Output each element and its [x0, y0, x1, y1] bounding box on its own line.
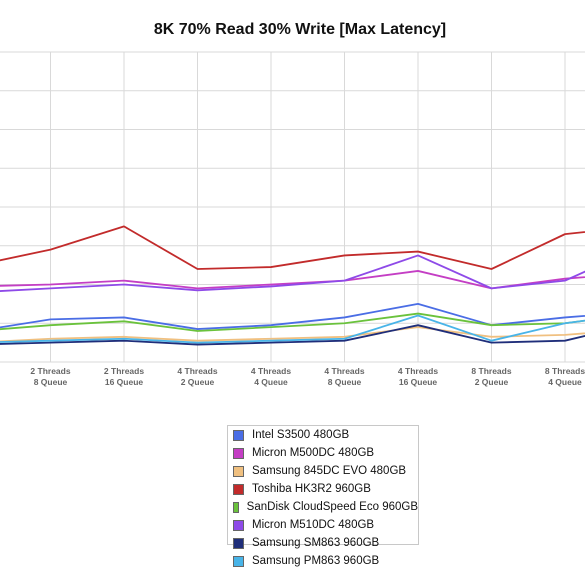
legend-swatch	[233, 483, 244, 495]
legend-item: Samsung SM863 960GB	[228, 534, 418, 552]
legend-item: SanDisk CloudSpeed Eco 960GB	[228, 498, 418, 516]
series-line-7	[0, 314, 585, 344]
legend-item: Samsung 845DC EVO 480GB	[228, 462, 418, 480]
legend-label: Samsung PM863 960GB	[252, 555, 380, 567]
x-tick-label: 2 Queue	[475, 377, 509, 387]
x-tick-label: 8 Threads	[471, 366, 511, 376]
legend-item: Toshiba HK3R2 960GB	[228, 480, 418, 498]
legend-label: SanDisk CloudSpeed Eco 960GB	[246, 501, 418, 513]
series-line-3	[0, 225, 585, 270]
series-line-2	[0, 326, 585, 343]
legend-label: Intel S3500 480GB	[252, 429, 350, 441]
chart-title: 8K 70% Read 30% Write [Max Latency]	[154, 21, 446, 38]
legend-item: Samsung PM863 960GB	[228, 552, 418, 570]
x-tick-label: 2 Threads	[30, 366, 70, 376]
x-tick-label: 4 Threads	[324, 366, 364, 376]
series-lines	[0, 225, 585, 346]
x-tick-label: 2 Queue	[181, 377, 215, 387]
legend-label: Micron M500DC 480GB	[252, 447, 375, 459]
x-tick-label: 16 Queue	[399, 377, 438, 387]
series-line-5	[0, 254, 585, 292]
legend-swatch	[233, 501, 239, 513]
legend-swatch	[233, 537, 244, 549]
x-tick-label: 4 Threads	[177, 366, 217, 376]
legend-label: Samsung SM863 960GB	[252, 537, 380, 549]
series-line-4	[0, 312, 585, 332]
series-line-6	[0, 324, 585, 346]
series-line-1	[0, 270, 585, 290]
x-tick-label: 4 Threads	[251, 366, 291, 376]
legend-item: Micron M500DC 480GB	[228, 444, 418, 462]
x-tick-label: 16 Queue	[105, 377, 144, 387]
legend-swatch	[233, 465, 244, 477]
legend-label: Micron M510DC 480GB	[252, 519, 375, 531]
legend-item: Micron M510DC 480GB	[228, 516, 418, 534]
x-tick-label: 4 Queue	[254, 377, 288, 387]
x-tick-label: 8 Queue	[34, 377, 68, 387]
x-tick-label: 8 Threads	[545, 366, 585, 376]
legend-swatch	[233, 429, 244, 441]
x-tick-label: 4 Threads	[398, 366, 438, 376]
legend-label: Toshiba HK3R2 960GB	[252, 483, 371, 495]
legend-swatch	[233, 447, 244, 459]
legend: Intel S3500 480GB Micron M500DC 480GB Sams…	[227, 425, 419, 567]
x-tick-label: 2 Threads	[104, 366, 144, 376]
legend-label: Samsung 845DC EVO 480GB	[252, 465, 407, 477]
x-tick-label: 8 Queue	[328, 377, 362, 387]
legend-swatch	[233, 555, 244, 567]
grid	[0, 51, 585, 363]
x-tick-label: 4 Queue	[548, 377, 582, 387]
series-line-0	[0, 302, 585, 330]
legend-item: Intel S3500 480GB	[228, 426, 418, 444]
legend-swatch	[233, 519, 244, 531]
